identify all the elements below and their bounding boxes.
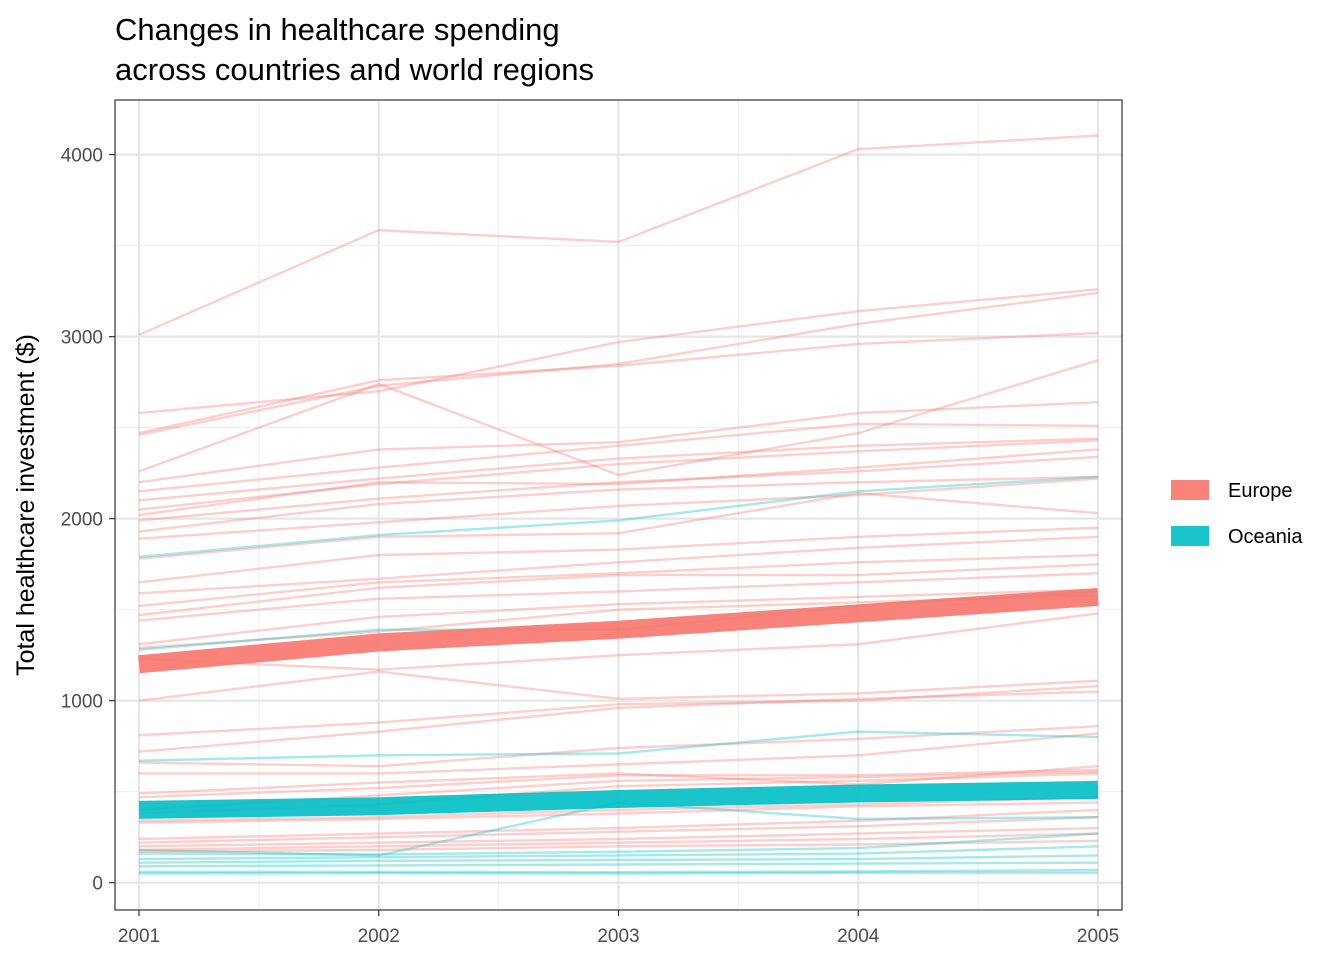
country-line-europe-25 (138, 690, 1099, 753)
country-line-europe-18 (138, 562, 1099, 617)
country-line-europe-36 (138, 826, 1099, 848)
country-line-europe-9 (138, 439, 1099, 511)
major-gridlines (115, 100, 1122, 910)
x-tick-label: 2002 (358, 926, 400, 947)
country-line-europe-16 (138, 535, 1099, 595)
y-axis: 0 1000 2000 3000 4000 (61, 146, 115, 895)
y-axis-title: Total healthcare investment ($) (12, 334, 40, 676)
x-tick-label: 2005 (1077, 926, 1119, 947)
country-line-europe-29 (138, 768, 1099, 799)
legend-key-europe (1171, 480, 1209, 500)
y-tick-label: 1000 (61, 692, 103, 713)
y-tick-label: 2000 (61, 510, 103, 531)
country-line-europe-3 (138, 291, 1099, 437)
country-line-europe-1 (138, 134, 1099, 336)
country-line-europe-12 (138, 475, 1099, 533)
country-line-europe-11 (138, 455, 1099, 522)
country-line-europe-23 (138, 670, 1099, 702)
country-line-europe-6 (138, 400, 1099, 484)
country-line-europe-19 (138, 572, 1099, 622)
y-tick-label: 4000 (61, 146, 103, 167)
country-line-europe-32 (138, 795, 1099, 823)
legend-key-oceania (1171, 526, 1209, 546)
country-line-europe-5 (138, 359, 1099, 477)
country-line-europe-7 (138, 422, 1099, 493)
x-tick-label: 2003 (597, 926, 639, 947)
country-line-oceania-9 (138, 868, 1099, 874)
x-tick-label: 2001 (118, 926, 160, 947)
country-line-europe-34 (138, 808, 1099, 841)
region-mean-lines (138, 587, 1099, 819)
country-line-europe-22 (138, 612, 1099, 671)
country-line-europe-35 (138, 815, 1099, 844)
country-line-europe-24 (138, 684, 1099, 737)
country-line-europe-15 (138, 526, 1099, 584)
y-tick-label: 0 (92, 874, 103, 895)
legend: Europe Oceania (1171, 480, 1303, 548)
country-line-oceania-6 (138, 845, 1099, 861)
country-line-europe-10 (138, 448, 1099, 517)
region-mean-line-europe (138, 587, 1099, 674)
x-axis: 2001 2002 2003 2004 2005 (118, 910, 1119, 947)
country-line-europe-17 (138, 553, 1099, 608)
country-line-europe-2 (138, 288, 1099, 415)
chart-title-line-2: across countries and world regions (115, 52, 595, 87)
country-line-europe-37 (138, 832, 1099, 852)
country-line-oceania-5 (138, 832, 1099, 856)
country-line-oceania-1 (138, 475, 1099, 559)
country-line-oceania-3 (138, 730, 1099, 762)
country-line-europe-28 (138, 765, 1099, 795)
chart-title-line-1: Changes in healthcare spending (115, 12, 560, 47)
country-line-europe-26 (138, 724, 1099, 768)
region-mean-line-oceania (138, 780, 1099, 819)
country-line-oceania-10 (138, 871, 1099, 875)
country-line-europe-20 (138, 588, 1099, 646)
country-line-europe-8 (138, 437, 1099, 502)
country-line-europe-33 (138, 801, 1099, 824)
country-line-europe-4 (138, 331, 1099, 435)
y-tick-label: 3000 (61, 328, 103, 349)
country-line-oceania-8 (138, 861, 1099, 868)
country-line-europe-13 (138, 477, 1099, 540)
country-line-europe-14 (138, 491, 1099, 560)
country-line-europe-38 (138, 839, 1099, 853)
country-line-oceania-7 (138, 854, 1099, 864)
x-tick-label: 2004 (837, 926, 880, 947)
chart-title: Changes in healthcare spending across co… (115, 10, 594, 90)
legend-label-europe: Europe (1228, 480, 1293, 502)
legend-label-oceania: Oceania (1228, 526, 1303, 548)
country-line-europe-27 (138, 732, 1099, 775)
